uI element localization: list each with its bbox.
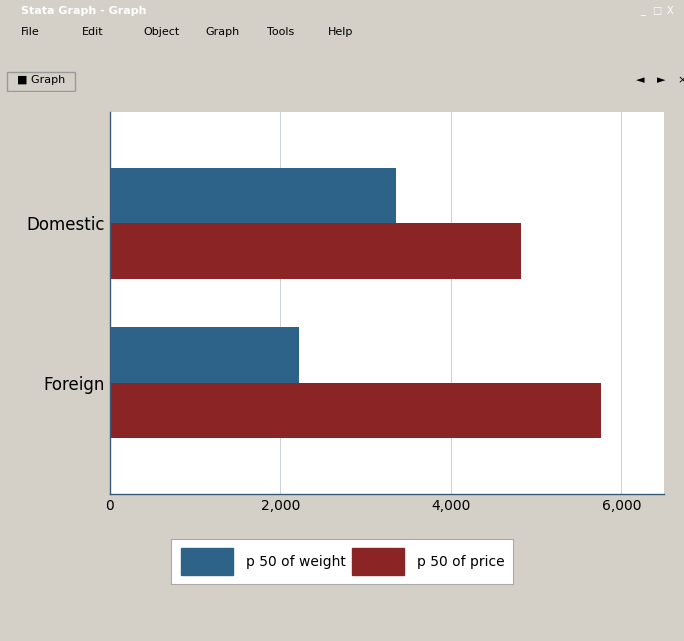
- Text: p 50 of price: p 50 of price: [417, 554, 505, 569]
- Text: Graph: Graph: [205, 27, 239, 37]
- Bar: [110, 383, 601, 438]
- Text: Object: Object: [144, 27, 180, 37]
- Bar: [110, 327, 299, 383]
- Text: _: _: [640, 6, 646, 16]
- Bar: [352, 548, 404, 575]
- Text: Stata Graph - Graph: Stata Graph - Graph: [21, 6, 146, 16]
- Text: ►: ►: [657, 75, 665, 85]
- Text: ◄: ◄: [636, 75, 644, 85]
- Text: ×: ×: [677, 75, 684, 85]
- Bar: [110, 224, 521, 279]
- Text: File: File: [21, 27, 39, 37]
- Text: Edit: Edit: [82, 27, 104, 37]
- FancyBboxPatch shape: [7, 72, 75, 91]
- Text: X: X: [667, 6, 674, 16]
- Text: p 50 of weight: p 50 of weight: [246, 554, 346, 569]
- Text: Help: Help: [328, 27, 354, 37]
- Text: □: □: [652, 6, 661, 16]
- Text: ■ Graph: ■ Graph: [17, 75, 65, 85]
- Text: Tools: Tools: [267, 27, 294, 37]
- Bar: [181, 548, 233, 575]
- Bar: [110, 168, 395, 224]
